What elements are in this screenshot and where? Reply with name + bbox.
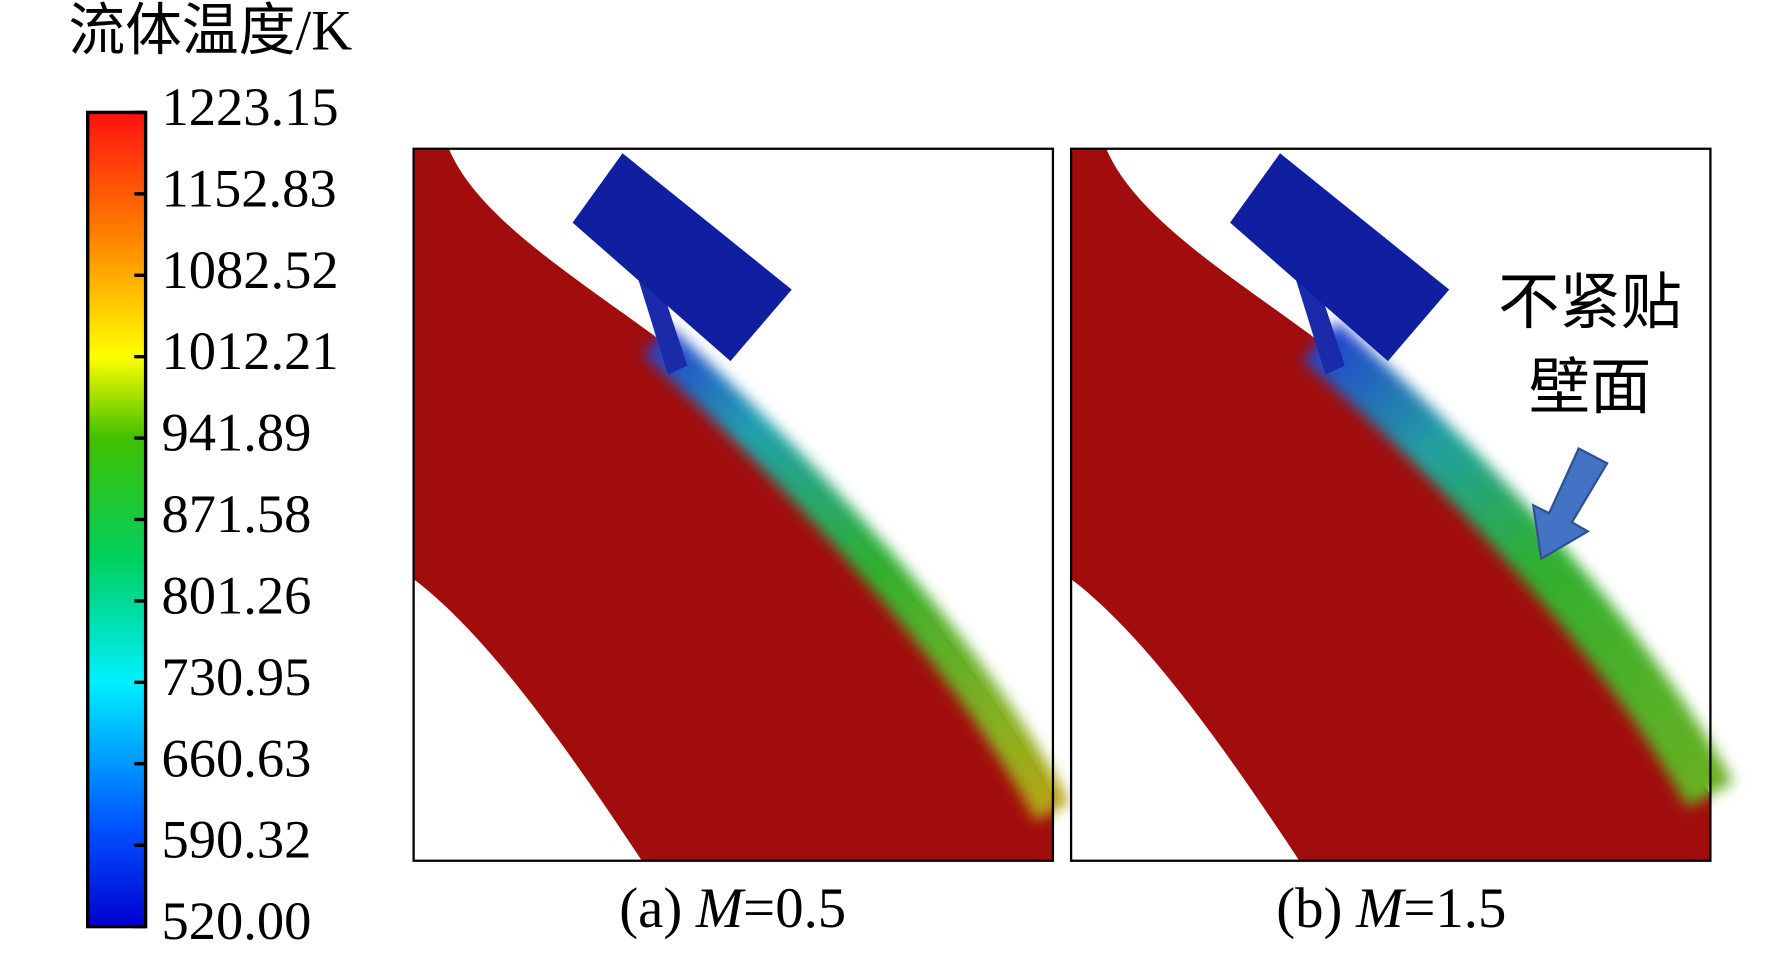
tick-label: 520.00 — [162, 890, 312, 951]
annotation-line: 壁面 — [1529, 354, 1652, 422]
tick-label: 730.95 — [162, 646, 312, 707]
tick-label: 1012.21 — [162, 320, 339, 381]
caption-value: =1.5 — [1403, 877, 1506, 940]
panel-caption: (b) M=1.5 — [1276, 877, 1506, 940]
panel-frame — [412, 147, 1055, 862]
tick-label: 1082.52 — [162, 239, 339, 300]
coolant-film — [643, 326, 1070, 821]
plenum — [572, 153, 792, 362]
panel-b: 不紧贴 壁面 — [1069, 147, 1734, 862]
tick-label: 1152.83 — [162, 157, 337, 218]
annotation-arrow — [1531, 446, 1609, 561]
tick-label: 871.58 — [162, 483, 312, 544]
coolant-hole — [636, 272, 688, 375]
caption-param: M — [695, 877, 746, 940]
colorbar-title: 流体温度/K — [68, 0, 352, 62]
plenum — [1230, 153, 1450, 362]
tick-label: 590.32 — [162, 809, 312, 870]
colorbar-ticks: 1223.15 1152.83 1082.52 1012.21 941.89 871.58… — [134, 76, 339, 951]
caption-value: =0.5 — [743, 877, 846, 940]
tick-label: 941.89 — [162, 402, 312, 463]
coolant-hole — [1293, 272, 1345, 375]
caption-param: M — [1355, 877, 1406, 940]
caption-tag: (a) — [619, 877, 682, 940]
tick-label: 801.26 — [162, 564, 312, 625]
tick-label: 1223.15 — [162, 76, 339, 137]
tick-label: 660.63 — [162, 727, 312, 788]
caption-tag: (b) — [1276, 877, 1342, 940]
panel-frame — [1069, 147, 1712, 862]
hot-gas — [1071, 148, 1711, 861]
panel-a — [412, 147, 1070, 862]
hot-gas — [413, 148, 1053, 861]
annotation-line: 不紧贴 — [1498, 269, 1682, 337]
coolant-film — [1302, 320, 1734, 808]
panel-caption: (a) M=0.5 — [619, 877, 846, 940]
